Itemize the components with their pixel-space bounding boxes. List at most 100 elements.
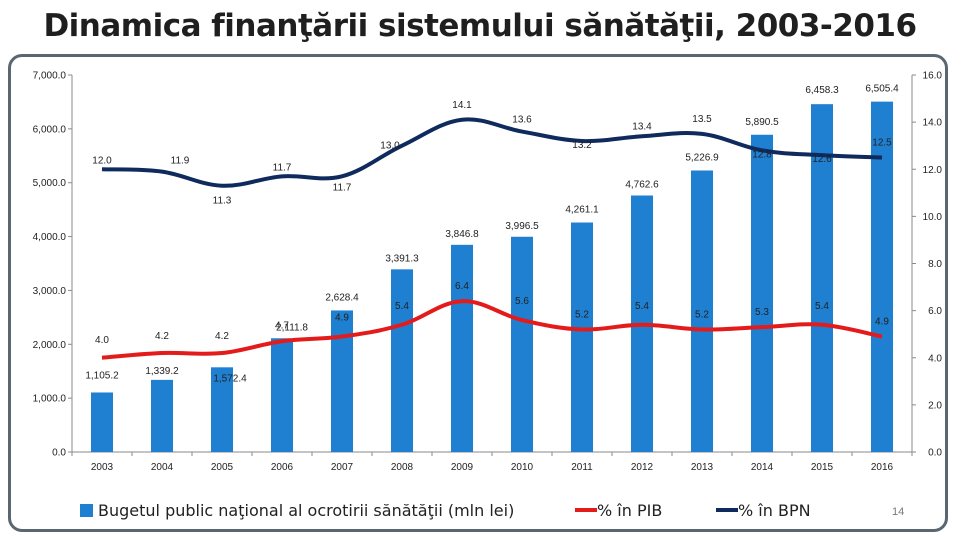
bpn-data-label: 12.6 <box>812 154 832 165</box>
bar <box>451 244 473 452</box>
right-tick-label: 10.0 <box>923 212 943 223</box>
bar-data-label: 5,226.9 <box>685 152 719 163</box>
bar-data-label: 4,762.6 <box>625 179 659 190</box>
pib-data-label: 5.4 <box>815 301 829 312</box>
x-tick-label: 2011 <box>571 462 593 473</box>
bpn-data-label: 12.0 <box>92 155 112 166</box>
right-tick-label: 16.0 <box>923 71 943 82</box>
bar <box>691 170 713 453</box>
right-tick-label: 14.0 <box>923 118 943 129</box>
slide-frame <box>8 54 948 532</box>
pib-data-label: 5.2 <box>695 309 709 320</box>
legend-pib-label: % în PIB <box>597 501 662 520</box>
bpn-data-label: 11.3 <box>213 196 232 207</box>
legend-bpn-label: % în BPN <box>738 501 811 520</box>
bar-data-label: 3,391.3 <box>385 253 419 264</box>
legend-bar-swatch <box>80 504 93 517</box>
bar-data-label: 5,890.5 <box>745 117 779 128</box>
bar-data-label: 4,261.1 <box>565 205 599 216</box>
bar <box>571 222 593 452</box>
bar-data-label: 2,111.8 <box>276 322 308 333</box>
bar-data-label: 1,572.4 <box>213 373 247 384</box>
pib-data-label: 4.7 <box>275 320 289 331</box>
x-tick-label: 2005 <box>211 462 234 473</box>
left-tick-label: 3,000.0 <box>33 286 67 297</box>
bpn-data-label: 13.5 <box>692 114 712 125</box>
x-tick-label: 2013 <box>691 462 714 473</box>
pib-data-label: 4.9 <box>875 317 889 328</box>
pib-data-label: 4.9 <box>335 313 349 324</box>
bar <box>811 104 833 453</box>
page-number: 14 <box>892 506 905 518</box>
bpn-data-label: 11.9 <box>171 156 190 167</box>
bar <box>151 379 173 452</box>
bar-data-label: 1,105.2 <box>85 370 119 381</box>
data-labels-group: 1,105.2 1,339.2 1,572.4 2,111.8 2,628.4 3,391… <box>85 84 899 385</box>
x-tick-label: 2003 <box>91 462 114 473</box>
x-tick-label: 2008 <box>391 462 414 473</box>
bar <box>871 101 893 452</box>
pib-data-label: 4.2 <box>155 331 169 342</box>
bar <box>91 392 113 452</box>
bar-data-label: 2,628.4 <box>325 292 359 303</box>
legend-bar-label: Bugetul public naţional al ocrotirii săn… <box>98 501 514 520</box>
x-tick-label: 2014 <box>751 462 774 473</box>
axes-group: 0.0 1,000.0 2,000.0 3,000.0 4,000.0 5,000.0 6,… <box>33 71 943 474</box>
bpn-data-label: 12.5 <box>872 137 892 148</box>
bars-group <box>91 101 893 453</box>
pib-data-label: 6.4 <box>455 281 469 292</box>
right-tick-label: 8.0 <box>928 259 942 270</box>
bpn-data-label: 13.6 <box>512 115 532 126</box>
bar <box>331 310 353 452</box>
x-tick-label: 2004 <box>151 462 174 473</box>
left-tick-label: 5,000.0 <box>33 178 67 189</box>
page-title: Dinamica finanţării sistemului sănătăţii… <box>43 8 917 44</box>
x-tick-label: 2015 <box>811 462 834 473</box>
left-tick-label: 7,000.0 <box>33 71 67 82</box>
bar-data-label: 3,996.5 <box>505 221 539 232</box>
left-tick-label: 0.0 <box>52 448 66 459</box>
bpn-data-label: 14.1 <box>452 100 472 111</box>
bar-data-label: 6,505.4 <box>865 84 899 95</box>
right-tick-label: 6.0 <box>928 306 942 317</box>
left-tick-label: 6,000.0 <box>33 124 67 135</box>
bar <box>751 134 773 452</box>
bpn-data-label: 11.7 <box>333 182 352 193</box>
bar-data-label: 1,339.2 <box>145 366 179 377</box>
bar <box>511 236 533 452</box>
x-tick-label: 2012 <box>631 462 654 473</box>
left-tick-label: 2,000.0 <box>33 340 67 351</box>
bpn-data-label: 12.8 <box>752 149 772 160</box>
pib-data-label: 5.2 <box>575 309 589 320</box>
pib-series-line <box>101 299 883 360</box>
pib-data-label: 5.6 <box>515 296 529 307</box>
pib-data-label: 5.3 <box>755 307 769 318</box>
x-tick-label: 2006 <box>271 462 294 473</box>
bar-data-label: 6,458.3 <box>805 85 839 96</box>
right-tick-label: 4.0 <box>928 353 942 364</box>
bpn-data-label: 11.7 <box>273 162 292 173</box>
pib-data-label: 5.4 <box>635 301 649 312</box>
lines-group <box>101 117 883 360</box>
right-tick-label: 2.0 <box>928 400 942 411</box>
bar <box>211 367 233 452</box>
left-tick-label: 1,000.0 <box>33 394 67 405</box>
bar-data-label: 3,846.8 <box>445 229 479 240</box>
bpn-data-label: 13.0 <box>380 141 400 152</box>
right-tick-label: 0.0 <box>928 448 942 459</box>
x-tick-label: 2010 <box>511 462 534 473</box>
left-tick-label: 4,000.0 <box>33 232 67 243</box>
bpn-series-line <box>101 117 883 188</box>
right-tick-label: 12.0 <box>923 165 943 176</box>
x-tick-label: 2009 <box>451 462 474 473</box>
x-tick-label: 2007 <box>331 462 354 473</box>
pib-data-label: 4.2 <box>215 331 229 342</box>
bar <box>391 269 413 452</box>
bpn-data-label: 13.2 <box>572 140 592 151</box>
legend: Bugetul public naţional al ocrotirii săn… <box>80 501 811 520</box>
x-tick-label: 2016 <box>871 462 894 473</box>
pib-data-label: 5.4 <box>395 301 409 312</box>
bar <box>271 338 293 452</box>
pib-data-label: 4.0 <box>95 335 109 346</box>
